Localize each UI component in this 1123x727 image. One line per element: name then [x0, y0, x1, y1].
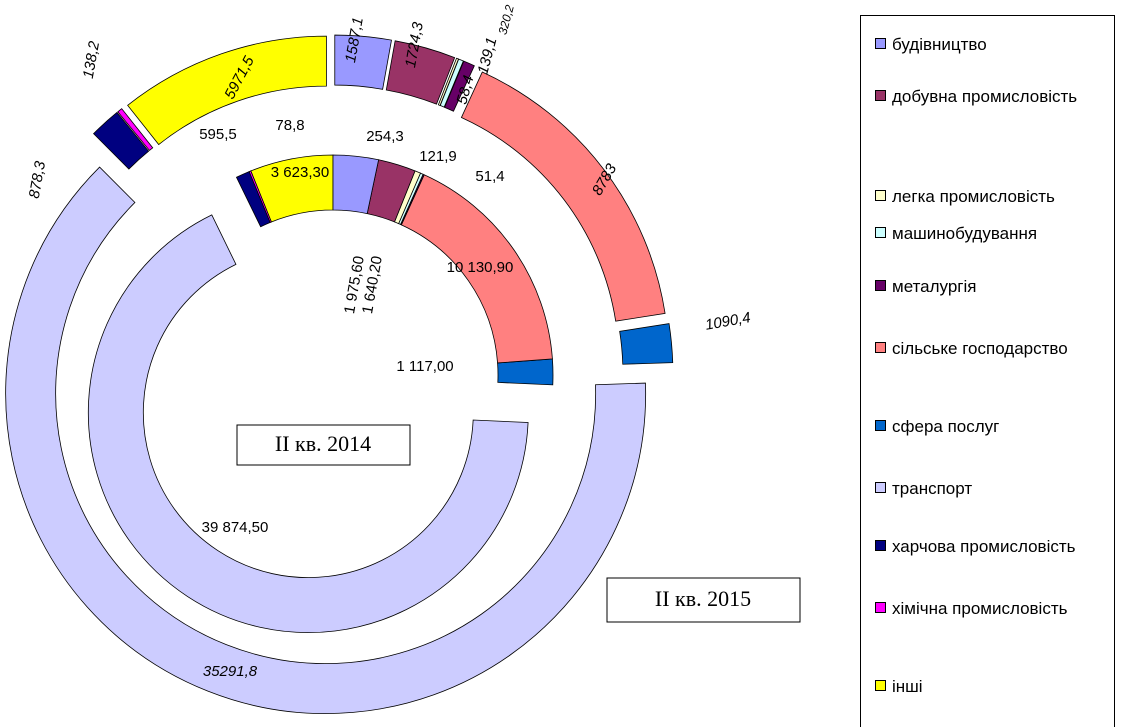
legend-swatch: [875, 482, 886, 493]
data-label: 139,1: [474, 36, 500, 77]
slice: [334, 34, 392, 90]
data-label: 51,4: [475, 168, 504, 185]
data-label: 3 623,30: [271, 164, 329, 181]
data-label: 1090,4: [704, 309, 752, 334]
data-label: 595,5: [199, 126, 237, 143]
legend-label: металургія: [892, 277, 977, 296]
legend-swatch: [875, 190, 886, 201]
data-label: 10 130,90: [447, 259, 514, 276]
slice: [385, 40, 456, 105]
data-label: 1 117,00: [396, 358, 453, 375]
legend-swatch: [875, 342, 886, 353]
legend-label: інші: [892, 677, 923, 696]
data-label: 138,2: [80, 39, 103, 80]
legend-label: добувна промисловість: [892, 87, 1078, 106]
slice: [460, 71, 666, 322]
legend-swatch: [875, 280, 886, 291]
data-label: 39 874,50: [202, 519, 269, 536]
data-label: 320,2: [496, 3, 517, 36]
data-label: 254,3: [366, 128, 404, 145]
slice: [235, 171, 271, 228]
slice: [444, 60, 475, 112]
slice: [117, 108, 154, 152]
data-label: 58,4: [453, 74, 477, 107]
legend-swatch: [875, 540, 886, 551]
data-label: 35291,8: [203, 663, 258, 680]
slice: [127, 35, 327, 146]
series-label: II кв. 2015: [655, 586, 751, 611]
legend-label: легка промисловість: [892, 187, 1055, 206]
legend-label: машинобудування: [892, 224, 1038, 243]
data-label: 121,9: [419, 148, 457, 165]
slice: [366, 159, 416, 223]
series-box: [236, 424, 411, 466]
legend-label: сільське господарство: [892, 339, 1068, 358]
legend-label: будівництво: [892, 35, 987, 54]
slice: [437, 57, 460, 106]
slice: [497, 358, 554, 386]
slice: [439, 58, 464, 108]
slice: [92, 111, 150, 170]
slice: [400, 174, 553, 364]
slice: [619, 323, 674, 365]
slice: [87, 214, 529, 634]
slice: [5, 166, 647, 714]
legend: будівництво добувна промисловість легка пр…: [860, 15, 1115, 727]
series-box: [606, 577, 801, 623]
legend-label: сфера послуг: [892, 417, 1000, 436]
slice: [332, 154, 380, 215]
legend-label: харчова промисловість: [892, 537, 1076, 556]
legend-swatch: [875, 38, 886, 49]
legend-swatch: [875, 680, 886, 691]
series-label: II кв. 2014: [275, 431, 371, 456]
legend-swatch: [875, 90, 886, 101]
legend-swatch: [875, 227, 886, 238]
legend-label: транспорт: [892, 479, 973, 498]
legend-label: хімічна промисловість: [892, 599, 1068, 618]
data-label: 878,3: [26, 159, 49, 200]
legend-swatch: [875, 420, 886, 431]
data-label: 78,8: [275, 117, 304, 134]
legend-swatch: [875, 602, 886, 613]
